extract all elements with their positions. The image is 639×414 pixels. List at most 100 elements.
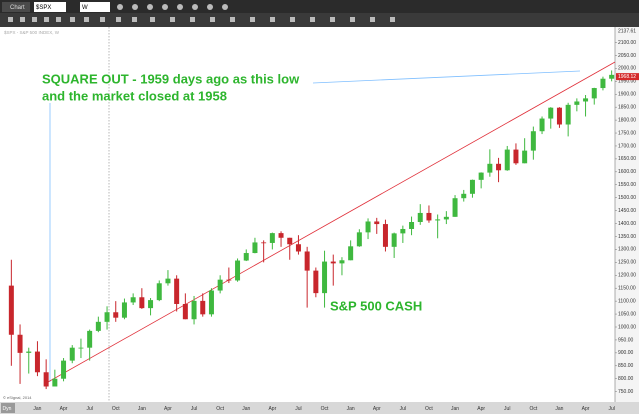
symbol-input[interactable] xyxy=(34,2,66,12)
candle-body xyxy=(522,150,528,164)
candle-body xyxy=(95,321,101,331)
trend-line xyxy=(47,61,616,383)
candle-body xyxy=(226,279,232,281)
y-tick-label: 1750.00 xyxy=(618,130,636,136)
candle-body xyxy=(504,149,510,171)
candle-body xyxy=(426,212,432,221)
candle-body xyxy=(609,74,615,79)
interval[interactable]: W xyxy=(82,5,88,11)
candle-body xyxy=(104,312,110,322)
candle-body xyxy=(52,378,58,387)
y-tick-label: 850.00 xyxy=(618,363,634,369)
annotation: S&P 500 CASH xyxy=(330,298,422,313)
chart-header: $SPX - S&P 500 INDEX, W xyxy=(4,30,60,35)
x-tick-label: Jul xyxy=(400,406,406,412)
candle-body xyxy=(574,101,580,105)
y-tick-label: 950.00 xyxy=(618,337,634,343)
candles xyxy=(8,70,615,390)
footer-tab-label[interactable]: Dyn xyxy=(3,406,12,412)
candle-body xyxy=(583,98,589,102)
y-tick-label: 1050.00 xyxy=(618,311,636,317)
symbol[interactable]: $SPX xyxy=(36,5,51,11)
x-tick-label: Apr xyxy=(477,406,485,412)
candle-body xyxy=(417,212,423,222)
candle-body xyxy=(461,193,467,199)
candle-body xyxy=(69,347,75,361)
y-tick-label: 1600.00 xyxy=(618,169,636,175)
y-tick-label: 2000.00 xyxy=(618,66,636,72)
x-tick-label: Oct xyxy=(321,406,329,412)
y-tick-label: 1650.00 xyxy=(618,156,636,162)
y-tick-label: 1700.00 xyxy=(618,143,636,149)
x-tick-label: Jul xyxy=(191,406,197,412)
y-tick-label: 1250.00 xyxy=(618,260,636,266)
copyright: © eSignal, 2014 xyxy=(3,395,32,400)
toolbar xyxy=(0,13,639,27)
annotation: and the market closed at 1958 xyxy=(42,88,227,103)
candle-body xyxy=(591,88,597,99)
candle-body xyxy=(409,222,415,229)
y-tick-label: 2100.00 xyxy=(618,40,636,46)
x-tick-label: Jul xyxy=(295,406,301,412)
candle-body xyxy=(295,244,301,252)
candle-body xyxy=(139,297,145,309)
candle-body xyxy=(365,221,371,233)
candle-body xyxy=(539,118,545,132)
candle-body xyxy=(600,78,606,89)
y-tick-label: 1400.00 xyxy=(618,221,636,227)
x-tick-label: Oct xyxy=(529,406,537,412)
candle-body xyxy=(252,242,258,254)
y-tick-label: 900.00 xyxy=(618,350,634,356)
candle-body xyxy=(208,290,214,315)
x-tick-label: Apr xyxy=(373,406,381,412)
footer-tab[interactable] xyxy=(1,403,15,413)
candle-body xyxy=(548,107,554,119)
interval-input[interactable] xyxy=(80,2,110,12)
y-tick-label: 1150.00 xyxy=(618,286,636,292)
y-tick-label: 750.00 xyxy=(618,389,634,395)
annotation: SQUARE OUT - 1959 days ago as this low xyxy=(42,71,300,86)
candle-body xyxy=(243,253,249,261)
candle-body xyxy=(182,303,188,320)
y-tick-label: 1000.00 xyxy=(618,324,636,330)
x-tick-label: Oct xyxy=(425,406,433,412)
x-tick-label: Jan xyxy=(33,406,41,412)
candle-body xyxy=(17,334,23,353)
candle-body xyxy=(87,330,93,348)
y-tick-label: 1450.00 xyxy=(618,208,636,214)
candle-body xyxy=(452,198,458,217)
candle-body xyxy=(61,360,67,379)
candle-body xyxy=(478,172,484,180)
y-tick-label: 1500.00 xyxy=(618,195,636,201)
candle-body xyxy=(269,233,275,243)
toolbar-icons[interactable] xyxy=(8,4,395,22)
y-tick-label: 1300.00 xyxy=(618,247,636,253)
x-tick-label: Apr xyxy=(60,406,68,412)
candle-body xyxy=(130,297,136,303)
candle-body xyxy=(391,233,397,247)
candle-body xyxy=(356,232,362,247)
candle-body xyxy=(374,221,380,225)
y-tick-label: 800.00 xyxy=(618,376,634,382)
candle-body xyxy=(443,216,449,220)
candle-body xyxy=(235,260,241,281)
x-tick-label: Jan xyxy=(347,406,355,412)
candle-body xyxy=(556,107,562,125)
candle-body xyxy=(121,302,127,318)
candle-body xyxy=(469,179,475,194)
candle-body xyxy=(530,131,536,151)
candle-body xyxy=(113,312,119,318)
y-tick-label: 1200.00 xyxy=(618,273,636,279)
tab[interactable] xyxy=(2,2,30,12)
candle-body xyxy=(496,163,502,171)
candle-body xyxy=(487,163,493,173)
title-bar xyxy=(0,0,639,13)
candle-body xyxy=(191,300,197,320)
x-tick-label: Apr xyxy=(582,406,590,412)
candle-body xyxy=(400,228,406,234)
candle-body xyxy=(339,260,345,264)
tab-label[interactable]: Chart xyxy=(10,5,25,11)
y-tick-label: 1550.00 xyxy=(618,182,636,188)
